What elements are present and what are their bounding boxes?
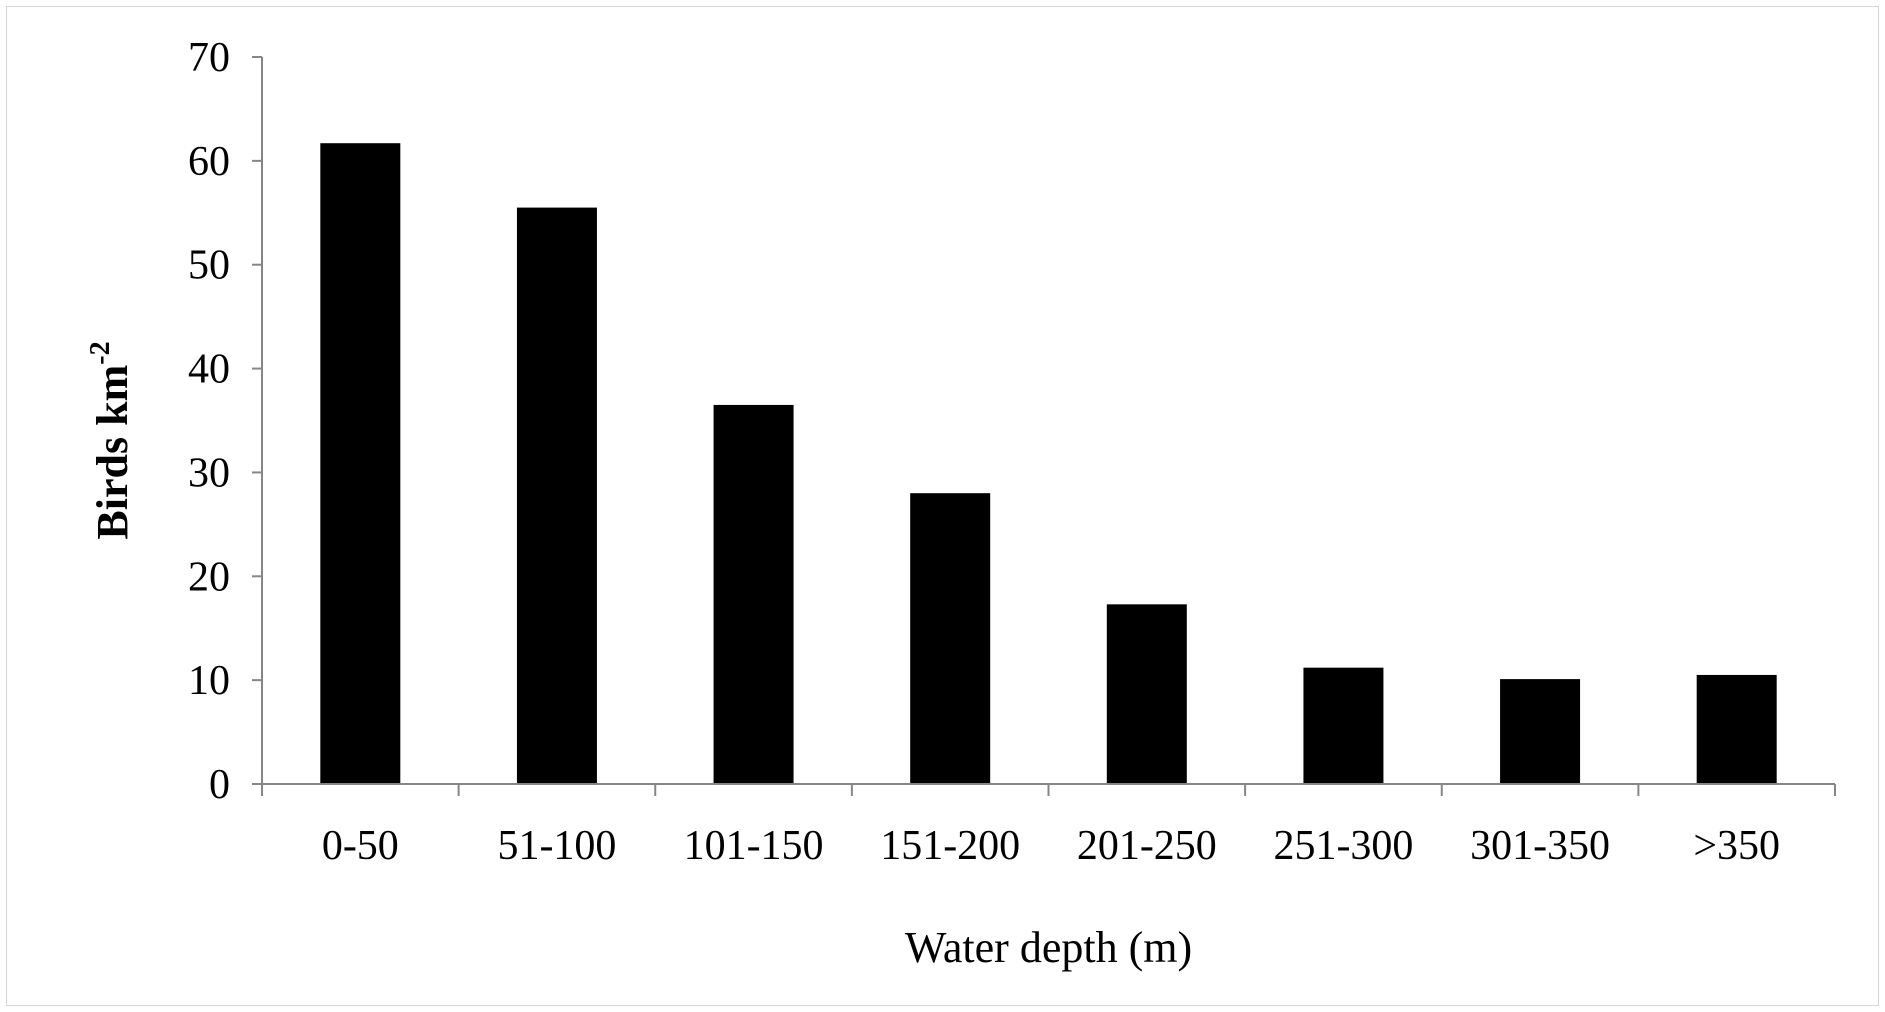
x-tick-label-251-300: 251-300 [1273,823,1413,869]
y-tick-label-30: 30 [188,450,230,496]
x-tick-label->350: >350 [1693,823,1780,869]
bar-251-300 [1303,667,1384,784]
bar-101-150 [713,404,794,784]
bars-group [320,143,1777,785]
y-tick-label-0: 0 [209,762,230,808]
y-tick-label-20: 20 [188,554,230,600]
y-tick-label-40: 40 [188,347,230,393]
y-axis-title: Birds km-2 [85,341,137,539]
bar-51-100 [516,207,597,785]
bar->350 [1696,674,1777,784]
bar-0-50 [320,143,401,785]
bar-201-250 [1106,604,1187,784]
x-tick-label-201-250: 201-250 [1077,823,1217,869]
bar-151-200 [910,493,991,784]
y-tick-label-60: 60 [188,139,230,185]
x-tick-label-51-100: 51-100 [497,823,616,869]
x-tick-label-101-150: 101-150 [684,823,824,869]
bar-301-350 [1500,679,1581,784]
x-tick-label-151-200: 151-200 [880,823,1020,869]
x-axis-title: Water depth (m) [905,923,1192,972]
x-ticks-group: 0-50 51-100 101-150 151-200 201-250 251-300 30… [322,823,1780,869]
y-axis-title-main: Birds km [88,365,137,540]
axes-group [252,56,1836,796]
chart-frame: 0 10 20 30 40 50 60 70 0-50 51-100 101-150 151-200… [6,6,1879,1006]
y-tick-label-50: 50 [188,243,230,289]
y-ticks-group: 0 10 20 30 40 50 60 70 [188,35,230,808]
y-tick-label-70: 70 [188,35,230,81]
bar-chart: 0 10 20 30 40 50 60 70 0-50 51-100 101-150 151-200… [85,35,1836,972]
y-axis-title-superscript: -2 [85,341,116,364]
y-tick-label-10: 10 [188,658,230,704]
x-tick-label-301-350: 301-350 [1470,823,1610,869]
x-tick-label-0-50: 0-50 [322,823,399,869]
